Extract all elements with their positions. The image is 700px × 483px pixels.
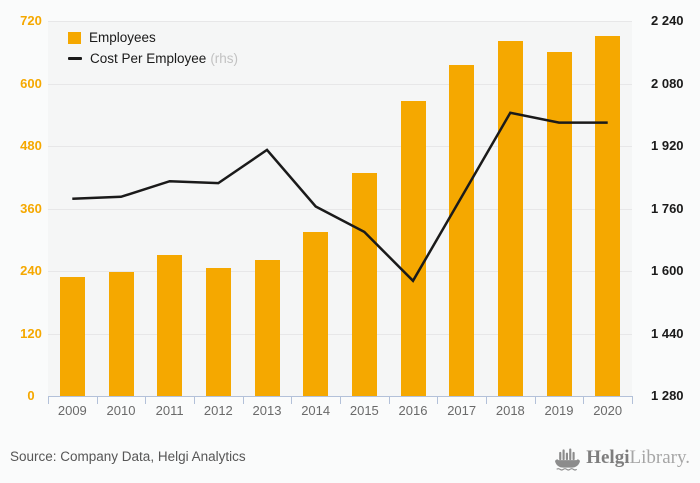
logo-text-library: Library. <box>629 447 691 468</box>
x-axis-label-2009: 2009 <box>57 403 87 418</box>
gridline <box>48 271 632 272</box>
x-axis-tick <box>340 396 341 404</box>
bar-2020 <box>595 36 621 396</box>
x-axis-tick <box>534 396 536 404</box>
legend: Employees Cost Per Employee (rhs) <box>68 29 238 71</box>
right-axis-tick-label: 2 240 <box>651 13 684 28</box>
left-axis-tick-label: 720 <box>20 13 42 28</box>
x-axis-tick <box>486 396 487 404</box>
helgi-library-logo[interactable]: HelgiLibrary. <box>554 444 690 472</box>
source-note: Source: Company Data, Helgi Analytics <box>10 449 246 464</box>
left-axis-tick-label: 240 <box>20 263 42 278</box>
left-axis-tick-label: 360 <box>20 200 42 216</box>
gridline <box>48 333 632 335</box>
gridline <box>48 21 632 22</box>
x-axis-tick <box>242 396 244 404</box>
bar-2018 <box>497 41 523 396</box>
x-axis-tick <box>48 396 49 404</box>
gridline <box>48 146 632 147</box>
bar-2009 <box>59 277 85 396</box>
x-axis-label-2014: 2014 <box>301 403 331 418</box>
x-axis-tick <box>583 396 585 404</box>
line-swatch-icon <box>68 57 82 60</box>
cost-per-employee-line <box>72 111 608 283</box>
x-axis-tick <box>96 396 98 404</box>
x-axis-label-2010: 2010 <box>106 403 136 418</box>
right-axis-tick-label: 1 760 <box>651 200 684 216</box>
x-axis-tick <box>388 396 390 404</box>
right-axis-tick-label: 1 600 <box>651 263 684 278</box>
right-axis-tick-label: 1 280 <box>651 388 684 403</box>
x-axis-label-2015: 2015 <box>349 403 379 418</box>
employees-swatch-icon <box>68 31 81 44</box>
x-axis-label-2020: 2020 <box>593 403 623 418</box>
bar-2015 <box>351 173 377 396</box>
legend-item-cost-per-employee: Cost Per Employee (rhs) <box>68 50 238 67</box>
left-axis-tick-label: 480 <box>20 138 42 153</box>
legend-rhs-suffix: (rhs) <box>210 51 239 66</box>
x-axis-label-2012: 2012 <box>203 403 233 418</box>
gridline <box>48 208 632 210</box>
left-axis-tick-label: 120 <box>20 325 42 341</box>
bar-2013 <box>254 260 280 396</box>
left-axis-tick-label: 600 <box>20 75 42 91</box>
x-axis-label-2013: 2013 <box>252 403 282 418</box>
legend-label-cost-per-employee: Cost Per Employee <box>90 51 207 66</box>
x-axis-label-2011: 2011 <box>155 403 184 418</box>
legend-item-employees: Employees <box>68 29 238 46</box>
left-axis-tick-label: 0 <box>27 388 35 403</box>
viking-ship-icon <box>555 448 581 471</box>
plot-area: Employees Cost Per Employee (rhs) <box>48 21 632 396</box>
bar-2010 <box>108 272 134 396</box>
x-axis-label-2018: 2018 <box>495 403 525 418</box>
bar-2019 <box>546 51 572 396</box>
x-axis-tick <box>145 396 147 404</box>
bar-2016 <box>400 100 426 396</box>
x-axis-label-2017: 2017 <box>447 403 477 418</box>
x-axis-tick <box>437 396 439 404</box>
x-axis-tick <box>194 396 195 404</box>
legend-label-employees: Employees <box>89 30 156 45</box>
x-axis-tick <box>632 396 633 404</box>
bar-2017 <box>449 64 475 396</box>
right-axis-tick-label: 1 440 <box>651 325 684 341</box>
x-axis-label-2019: 2019 <box>544 403 574 418</box>
bar-2011 <box>157 254 183 396</box>
x-axis-tick <box>291 396 293 404</box>
x-axis-label-2016: 2016 <box>398 403 428 418</box>
right-axis-tick-label: 2 080 <box>651 75 684 91</box>
bar-2014 <box>303 231 329 396</box>
logo-text-helgi: Helgi <box>586 447 630 468</box>
right-axis-tick-label: 1 920 <box>651 138 684 153</box>
bar-2012 <box>205 267 231 396</box>
gridline <box>48 83 632 85</box>
